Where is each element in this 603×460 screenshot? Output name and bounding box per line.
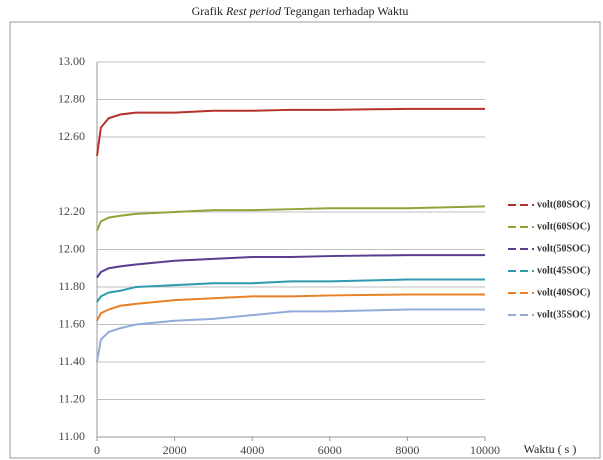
legend-label: volt(50SOC) bbox=[537, 243, 590, 254]
x-tick-label: 8000 bbox=[395, 443, 419, 457]
y-tick-label: 13.00 bbox=[58, 54, 85, 68]
x-tick-label: 10000 bbox=[470, 443, 500, 457]
x-tick-label: 0 bbox=[94, 443, 100, 457]
x-axis-label: Waktu ( s ) bbox=[524, 442, 577, 456]
series-line bbox=[96, 278, 485, 303]
title-part: Rest period bbox=[225, 4, 282, 18]
chart-title: Grafik Rest period Tegangan terhadap Wak… bbox=[192, 4, 409, 18]
y-tick-label: 12.80 bbox=[58, 91, 85, 105]
y-tick-label: 11.40 bbox=[58, 354, 85, 368]
x-tick-label: 2000 bbox=[163, 443, 187, 457]
series-line bbox=[96, 308, 485, 363]
legend-label: volt(80SOC) bbox=[537, 199, 590, 210]
y-tick-label: 12.60 bbox=[58, 129, 85, 143]
y-tick-label: 12.20 bbox=[58, 204, 85, 218]
series-line bbox=[96, 254, 485, 279]
series-line bbox=[96, 293, 485, 322]
y-tick-label: 11.80 bbox=[58, 279, 85, 293]
series-line bbox=[96, 107, 485, 156]
y-tick-label: 12.00 bbox=[58, 241, 85, 255]
series-line bbox=[96, 205, 486, 232]
y-tick-label: 11.00 bbox=[58, 429, 85, 443]
x-tick-label: 4000 bbox=[240, 443, 264, 457]
y-tick-label: 11.60 bbox=[58, 316, 85, 330]
x-tick-label: 6000 bbox=[318, 443, 342, 457]
y-tick-label: 11.20 bbox=[58, 391, 85, 405]
title-part: Grafik bbox=[192, 4, 226, 18]
legend-label: volt(35SOC) bbox=[537, 309, 590, 320]
legend-label: volt(60SOC) bbox=[537, 221, 590, 232]
chart-frame bbox=[9, 21, 601, 459]
title-part: Tegangan terhadap Waktu bbox=[281, 4, 408, 18]
legend-label: volt(40SOC) bbox=[537, 287, 590, 298]
legend-label: volt(45SOC) bbox=[537, 265, 590, 276]
